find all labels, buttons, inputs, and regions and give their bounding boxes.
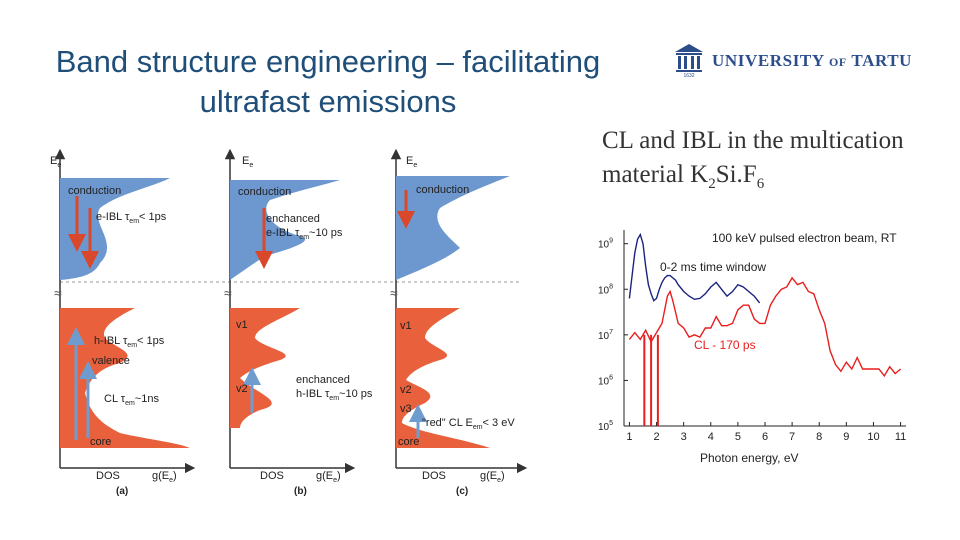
x-tick-label: 2	[653, 431, 659, 443]
x-tick-label: 11	[895, 431, 906, 443]
x-tick-label: 1	[626, 431, 632, 443]
caption-line2: material K2Si.F6	[602, 158, 904, 201]
panel-a: Ee conduction e-IBL τem< 1ps h-IBL τem< …	[50, 148, 196, 497]
panel-a-valence-band	[60, 308, 190, 448]
band-diagrams: Ee conduction e-IBL τem< 1ps h-IBL τem< …	[50, 148, 528, 497]
y-tick-label: 106	[598, 374, 613, 387]
x-tick-label: 6	[762, 431, 768, 443]
panel-c-energy-label: Ee	[406, 155, 417, 169]
panel-c-v3-label: v3	[400, 403, 412, 415]
x-tick-label: 4	[708, 431, 714, 443]
panel-b-eibl-label: e-IBL τem~10 ps	[266, 227, 343, 241]
x-tick-label: 10	[867, 431, 879, 443]
panel-b: Ee conduction enchanced e-IBL τem~10 ps …	[224, 148, 373, 497]
panel-b-hibl-label: h-IBL τem~10 ps	[296, 388, 373, 402]
series-cl-170ps-line	[628, 276, 902, 378]
panel-b-dos-label: DOS	[260, 470, 284, 482]
university-crest-icon: 1632	[675, 44, 703, 78]
y-tick-label: 108	[598, 283, 613, 296]
university-logo: 1632 UNIVERSITY OF TARTU	[672, 42, 942, 78]
panel-c-conduction-label: conduction	[416, 184, 469, 196]
chart-x-axis-label: Photon energy, eV	[700, 451, 799, 465]
panel-a-caption: (a)	[116, 486, 128, 497]
x-tick-label: 5	[735, 431, 741, 443]
panel-b-v1-label: v1	[236, 319, 248, 331]
panel-a-g-label: g(Ee)	[152, 470, 177, 484]
panel-b-energy-label: Ee	[242, 155, 253, 169]
logo-year: 1632	[683, 73, 694, 78]
logo-word-tartu: TARTU	[851, 51, 913, 70]
panel-c-v2-label: v2	[400, 384, 412, 396]
panel-a-cl-label: CL τem~1ns	[104, 393, 159, 407]
panel-a-hibl-label: h-IBL τem< 1ps	[94, 335, 165, 349]
panel-b-enhanced-label2: enchanced	[296, 374, 350, 386]
logo-wordmark: UNIVERSITY OF TARTU	[712, 51, 912, 71]
panel-c-g-label: g(Ee)	[480, 470, 505, 484]
panel-c-caption: (c)	[456, 486, 468, 497]
chart-title: 100 keV pulsed electron beam, RT	[712, 231, 897, 245]
y-tick-label: 109	[598, 238, 613, 251]
annotation-time-window: 0-2 ms time window	[660, 260, 766, 274]
chart-caption: CL and IBL in the multication material K…	[602, 124, 904, 201]
panel-a-energy-label: Ee	[50, 155, 61, 169]
series-time-window-line	[628, 232, 761, 304]
panel-b-conduction-label: conduction	[238, 186, 291, 198]
panel-b-axis-break-icon: ≈	[224, 285, 232, 301]
caption-sub-2: 2	[708, 176, 716, 192]
x-tick-label: 8	[816, 431, 822, 443]
panel-b-enhanced-label1: enchanced	[266, 213, 320, 225]
panel-c: Ee conduction v1 v2 v3 "red" CL Eem< 3 e…	[390, 148, 528, 497]
panel-c-core-label: core	[398, 436, 419, 448]
panel-c-valence-band	[396, 308, 490, 448]
caption-formula-k: material K	[602, 161, 709, 188]
x-tick-label: 3	[681, 431, 687, 443]
chart-series	[628, 232, 902, 426]
logo-word-of: OF	[828, 55, 847, 69]
spectrum-chart: 100 keV pulsed electron beam, RT 0-2 ms …	[598, 230, 906, 465]
y-tick-label: 107	[598, 329, 613, 342]
panel-c-dos-label: DOS	[422, 470, 446, 482]
panel-c-conduction-band	[396, 176, 510, 280]
caption-sub-6: 6	[756, 176, 765, 192]
panel-b-valence-band	[230, 308, 300, 428]
panel-a-valence-label: valence	[92, 355, 130, 367]
slide-title-line2: ultrafast emissions	[199, 84, 457, 119]
chart-y-ticks: 105 106 107 108 109	[598, 238, 628, 433]
panel-a-core-label: core	[90, 436, 111, 448]
panel-a-conduction-label: conduction	[68, 185, 121, 197]
panel-a-eibl-label: e-IBL τem< 1ps	[96, 211, 167, 225]
slide-title-line1: Band structure engineering – facilitatin…	[55, 44, 601, 79]
panel-a-dos-label: DOS	[96, 470, 120, 482]
panel-c-axis-break-icon: ≈	[390, 285, 398, 301]
panel-c-red-cl-label: "red" CL Eem< 3 eV	[422, 417, 515, 431]
annotation-cl-170ps: CL - 170 ps	[694, 338, 756, 352]
logo-word-university: UNIVERSITY	[712, 51, 825, 70]
x-tick-label: 7	[789, 431, 795, 443]
panel-b-caption: (b)	[294, 486, 307, 497]
panel-a-axis-break-icon: ≈	[54, 285, 62, 301]
chart-x-ticks: 1 2 3 4 5 6 7 8 9 10 11	[626, 422, 906, 443]
panel-c-v1-label: v1	[400, 320, 412, 332]
caption-line1: CL and IBL in the multication	[602, 127, 904, 154]
slide-title: Band structure engineering – facilitatin…	[0, 42, 656, 122]
x-tick-label: 9	[843, 431, 849, 443]
caption-formula-sif: Si.F	[715, 161, 757, 188]
panel-b-g-label: g(Ee)	[316, 470, 341, 484]
panel-b-v2-label: v2	[236, 383, 248, 395]
y-tick-label: 105	[598, 420, 613, 433]
